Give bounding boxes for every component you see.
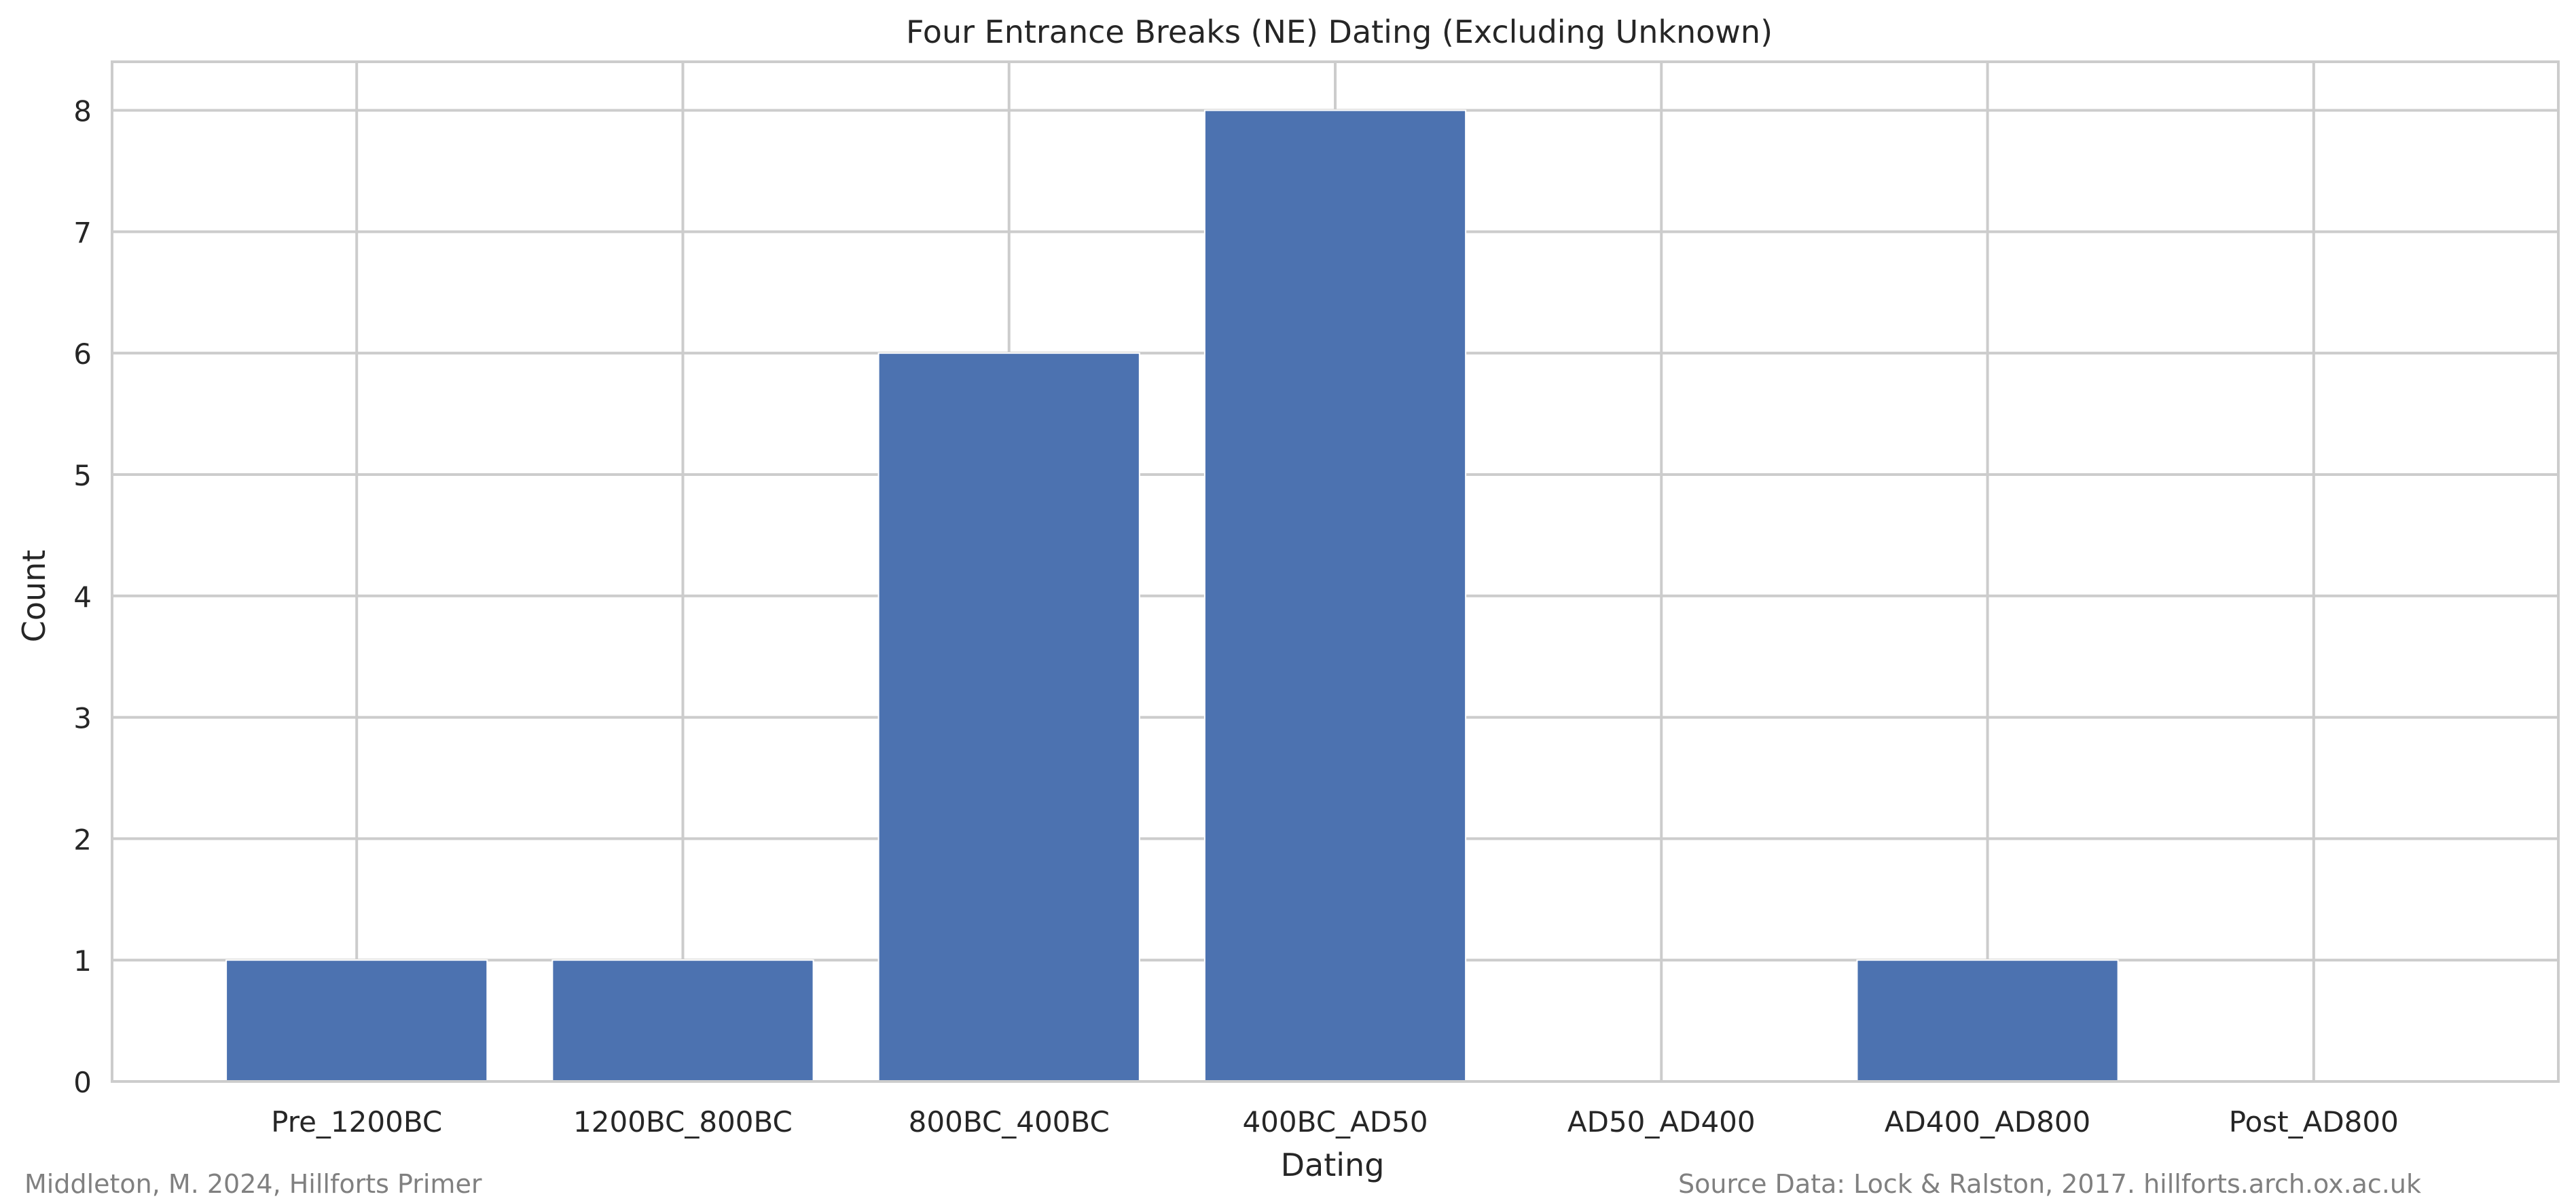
x-tick-label: AD400_AD800 — [1885, 1105, 2090, 1139]
bars — [225, 109, 2119, 1083]
x-axis-label: Dating — [1281, 1147, 1385, 1183]
x-tick-label: AD50_AD400 — [1567, 1105, 1756, 1139]
bar-AD400_AD800 — [1856, 959, 2119, 1082]
credit-left: Middleton, M. 2024, Hillforts Primer — [24, 1169, 482, 1199]
bar-Pre_1200BC — [225, 959, 488, 1082]
y-tick-label: 1 — [73, 944, 92, 978]
y-tick-label: 0 — [73, 1066, 92, 1099]
y-tick-label: 4 — [73, 580, 92, 614]
x-tick-label: Pre_1200BC — [271, 1105, 442, 1139]
y-tick-labels: 0 1 2 3 4 5 6 7 8 — [73, 95, 92, 1099]
bar-400BC_AD50 — [1203, 109, 1467, 1082]
y-tick-label: 8 — [73, 95, 92, 128]
x-tick-label: 400BC_AD50 — [1242, 1105, 1428, 1139]
x-tick-label: 1200BC_800BC — [573, 1105, 793, 1139]
y-tick-label: 3 — [73, 702, 92, 735]
y-tick-label: 2 — [73, 823, 92, 856]
y-tick-label: 6 — [73, 337, 92, 371]
x-tick-label: Post_AD800 — [2229, 1105, 2399, 1139]
credit-right: Source Data: Lock & Ralston, 2017. hillf… — [1678, 1169, 2421, 1199]
y-tick-label: 5 — [73, 459, 92, 492]
chart-title: Four Entrance Breaks (NE) Dating (Exclud… — [906, 14, 1773, 50]
y-axis-label: Count — [16, 550, 52, 643]
plot-frame — [111, 60, 2560, 1083]
bar-1200BC_800BC — [551, 959, 814, 1082]
bar-800BC_400BC — [877, 352, 1140, 1083]
x-tick-label: 800BC_400BC — [909, 1105, 1110, 1139]
x-tick-labels: Pre_1200BC 1200BC_800BC 800BC_400BC 400BC_A… — [271, 1105, 2399, 1139]
y-tick-label: 7 — [73, 216, 92, 249]
